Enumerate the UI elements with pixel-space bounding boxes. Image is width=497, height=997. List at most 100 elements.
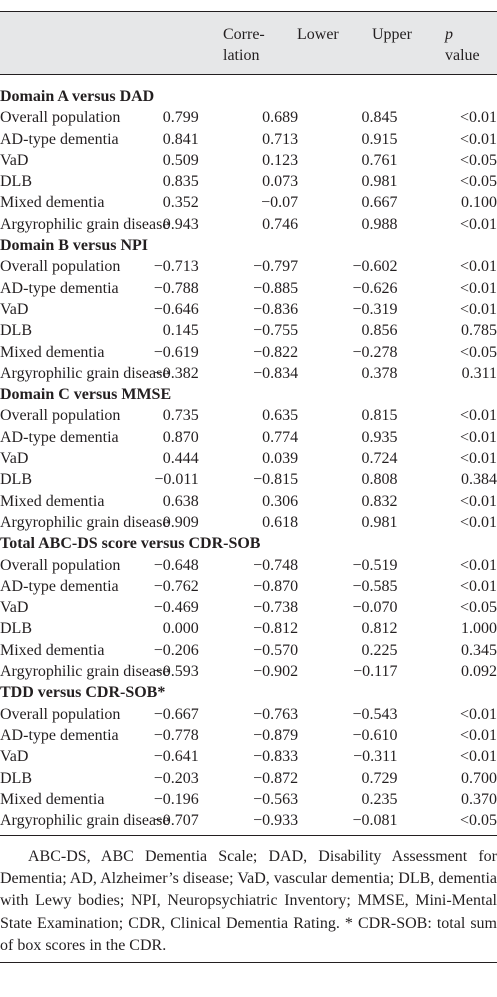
upper-cell: −0.081 xyxy=(352,812,398,830)
p-value-cell: <0.01 xyxy=(459,513,497,531)
upper-cell: 0.724 xyxy=(361,450,398,468)
lower-cell: −0.738 xyxy=(253,599,299,617)
p-value-cell: <0.01 xyxy=(459,450,497,468)
p-value-cell: <0.05 xyxy=(459,151,497,169)
upper-cell: 0.981 xyxy=(361,173,398,191)
table-row: Overall population 0.799 0.689 0.845 <0.01 xyxy=(0,107,497,128)
table-row: DLB 0.000 −0.812 0.812 1.000 xyxy=(0,618,497,639)
correlation-cell: 0.799 xyxy=(162,109,199,127)
upper-cell: 0.981 xyxy=(361,513,398,531)
p-value-cell: <0.05 xyxy=(459,173,497,191)
upper-cell: −0.319 xyxy=(352,300,398,318)
table-row: Mixed dementia −0.206 −0.570 0.225 0.345 xyxy=(0,640,497,661)
table-row: Overall population 0.735 0.635 0.815 <0.01 xyxy=(0,405,497,426)
table-row: VaD 0.509 0.123 0.761 <0.05 xyxy=(0,150,497,171)
footnote-bottom-rule xyxy=(0,962,497,963)
correlation-cell: −0.382 xyxy=(153,364,199,382)
section-header-row: Domain A versus DAD xyxy=(0,86,497,107)
upper-cell: −0.602 xyxy=(352,258,398,276)
correlation-cell: −0.641 xyxy=(153,748,199,766)
lower-cell: 0.618 xyxy=(262,513,299,531)
row-label: Argyrophilic grain disease xyxy=(0,215,170,233)
p-value-cell: 0.092 xyxy=(461,663,497,681)
row-label: Overall population xyxy=(0,556,121,574)
upper-cell: −0.278 xyxy=(352,343,398,361)
correlation-cell: −0.762 xyxy=(153,577,199,595)
p-value-cell: <0.01 xyxy=(459,577,497,595)
p-value-cell: <0.01 xyxy=(459,492,497,510)
correlation-cell: 0.145 xyxy=(162,322,199,340)
row-label: AD-type dementia xyxy=(0,428,119,446)
row-label: AD-type dementia xyxy=(0,577,119,595)
correlation-cell: 0.909 xyxy=(162,513,199,531)
lower-cell: −0.879 xyxy=(253,726,299,744)
row-label: VaD xyxy=(0,748,29,766)
correlation-cell: −0.206 xyxy=(153,641,199,659)
correlation-cell: 0.835 xyxy=(162,173,199,191)
row-label: Overall population xyxy=(0,705,121,723)
correlation-cell: 0.735 xyxy=(162,407,199,425)
row-label: Argyrophilic grain disease xyxy=(0,364,170,382)
lower-cell: 0.713 xyxy=(262,130,299,148)
table-header xyxy=(0,12,497,74)
p-value-cell: 1.000 xyxy=(461,620,497,638)
upper-cell: 0.856 xyxy=(361,322,398,340)
p-value-cell: <0.05 xyxy=(459,599,497,617)
upper-cell: 0.378 xyxy=(361,364,398,382)
correlation-cell: −0.011 xyxy=(154,471,199,489)
upper-cell: 0.761 xyxy=(361,151,398,169)
row-label: Argyrophilic grain disease xyxy=(0,663,170,681)
top-rule xyxy=(0,11,497,12)
correlation-cell: 0.943 xyxy=(162,215,199,233)
lower-cell: −0.885 xyxy=(253,279,299,297)
row-label: DLB xyxy=(0,173,32,191)
upper-cell: 0.667 xyxy=(361,194,398,212)
header-upper: Upper xyxy=(372,26,412,43)
lower-cell: −0.812 xyxy=(253,620,299,638)
table-row: Mixed dementia 0.638 0.306 0.832 <0.01 xyxy=(0,491,497,512)
correlation-cell: −0.778 xyxy=(153,726,199,744)
p-value-cell: <0.01 xyxy=(459,109,497,127)
lower-cell: −0.834 xyxy=(253,364,299,382)
table-row: Argyrophilic grain disease −0.382 −0.834 0.… xyxy=(0,363,497,384)
upper-cell: 0.812 xyxy=(361,620,398,638)
section-header-row: Domain C versus MMSE xyxy=(0,384,497,405)
row-label: VaD xyxy=(0,450,29,468)
upper-cell: 0.235 xyxy=(361,790,398,808)
correlation-cell: −0.619 xyxy=(153,343,199,361)
lower-cell: −0.797 xyxy=(253,258,299,276)
table-row: Mixed dementia −0.619 −0.822 −0.278 <0.05 xyxy=(0,342,497,363)
table-row: Argyrophilic grain disease −0.593 −0.902 −0… xyxy=(0,661,497,682)
lower-cell: 0.689 xyxy=(262,109,299,127)
lower-cell: −0.755 xyxy=(253,322,299,340)
table-row: VaD −0.641 −0.833 −0.311 <0.01 xyxy=(0,746,497,767)
p-value-cell: 0.700 xyxy=(461,769,497,787)
p-value-cell: <0.01 xyxy=(459,705,497,723)
upper-cell: 0.815 xyxy=(361,407,398,425)
p-value-cell: <0.01 xyxy=(459,726,497,744)
table-row: AD-type dementia 0.870 0.774 0.935 <0.01 xyxy=(0,427,497,448)
p-value-cell: <0.01 xyxy=(459,428,497,446)
p-value-cell: <0.01 xyxy=(459,130,497,148)
section-title: Domain C versus MMSE xyxy=(0,386,172,404)
p-value-cell: 0.370 xyxy=(461,790,497,808)
lower-cell: 0.123 xyxy=(262,151,299,169)
section-title: Domain B versus NPI xyxy=(0,237,149,255)
upper-cell: 0.832 xyxy=(361,492,398,510)
lower-cell: −0.833 xyxy=(253,748,299,766)
upper-cell: −0.626 xyxy=(352,279,398,297)
correlation-cell: −0.203 xyxy=(153,769,199,787)
row-label: Overall population xyxy=(0,407,121,425)
header-correlation: Corre- lation xyxy=(223,24,265,66)
correlation-cell: −0.593 xyxy=(153,663,199,681)
correlation-cell: 0.352 xyxy=(162,194,199,212)
table-row: Mixed dementia 0.352 −0.07 0.667 0.100 xyxy=(0,192,497,213)
correlation-cell: −0.707 xyxy=(153,812,199,830)
row-label: Argyrophilic grain disease xyxy=(0,812,170,830)
p-value-cell: <0.01 xyxy=(459,300,497,318)
row-label: Mixed dementia xyxy=(0,343,105,361)
row-label: Argyrophilic grain disease xyxy=(0,513,170,531)
lower-cell: −0.902 xyxy=(253,663,299,681)
lower-cell: −0.07 xyxy=(261,194,299,212)
correlation-table: Domain A versus DAD Overall population 0.7… xyxy=(0,86,497,831)
